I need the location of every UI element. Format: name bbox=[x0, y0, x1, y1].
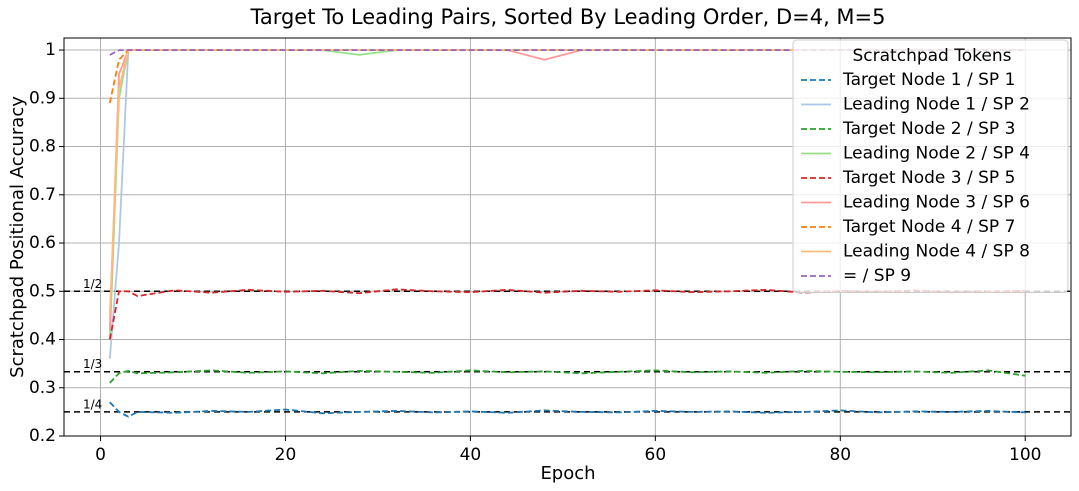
legend-label: Target Node 2 / SP 3 bbox=[842, 119, 1015, 139]
x-tick-label: 100 bbox=[1009, 445, 1041, 465]
y-tick-label: 0.3 bbox=[29, 378, 56, 398]
x-tick-label: 0 bbox=[95, 445, 106, 465]
legend-label: Target Node 4 / SP 7 bbox=[842, 217, 1015, 237]
y-tick-label: 0.4 bbox=[29, 330, 56, 350]
x-tick-label: 40 bbox=[460, 445, 482, 465]
y-tick-label: 0.6 bbox=[29, 233, 56, 253]
y-tick-label: 0.7 bbox=[29, 185, 56, 205]
y-tick-label: 0.8 bbox=[29, 137, 56, 157]
legend-title: Scratchpad Tokens bbox=[853, 46, 1012, 66]
chart-title: Target To Leading Pairs, Sorted By Leadi… bbox=[249, 5, 885, 29]
plot-frame bbox=[63, 37, 1072, 437]
legend-label: = / SP 9 bbox=[843, 266, 911, 286]
series-line bbox=[109, 401, 1026, 418]
legend-box bbox=[792, 39, 1069, 293]
y-tick-label: 0.2 bbox=[29, 426, 56, 446]
x-tick-label: 60 bbox=[645, 445, 667, 465]
y-tick-label: 1 bbox=[45, 40, 56, 60]
reference-label: 1/3 bbox=[83, 357, 102, 371]
y-axis-label: Scratchpad Positional Accuracy bbox=[7, 96, 28, 378]
legend-label: Leading Node 3 / SP 6 bbox=[843, 193, 1030, 213]
x-tick-label: 20 bbox=[275, 445, 297, 465]
x-tick-label: 80 bbox=[829, 445, 851, 465]
y-tick-label: 0.5 bbox=[29, 281, 56, 301]
series-line bbox=[108, 288, 1026, 340]
x-axis-label: Epoch bbox=[540, 463, 595, 484]
y-tick-label: 0.9 bbox=[29, 88, 56, 108]
legend-label: Leading Node 1 / SP 2 bbox=[843, 95, 1030, 115]
legend-label: Leading Node 2 / SP 4 bbox=[843, 144, 1030, 164]
reference-label: 1/4 bbox=[83, 397, 102, 411]
reference-label: 1/2 bbox=[83, 277, 102, 291]
legend-label: Leading Node 4 / SP 8 bbox=[843, 242, 1030, 262]
legend-label: Target Node 1 / SP 1 bbox=[842, 70, 1015, 90]
legend-label: Target Node 3 / SP 5 bbox=[842, 168, 1015, 188]
